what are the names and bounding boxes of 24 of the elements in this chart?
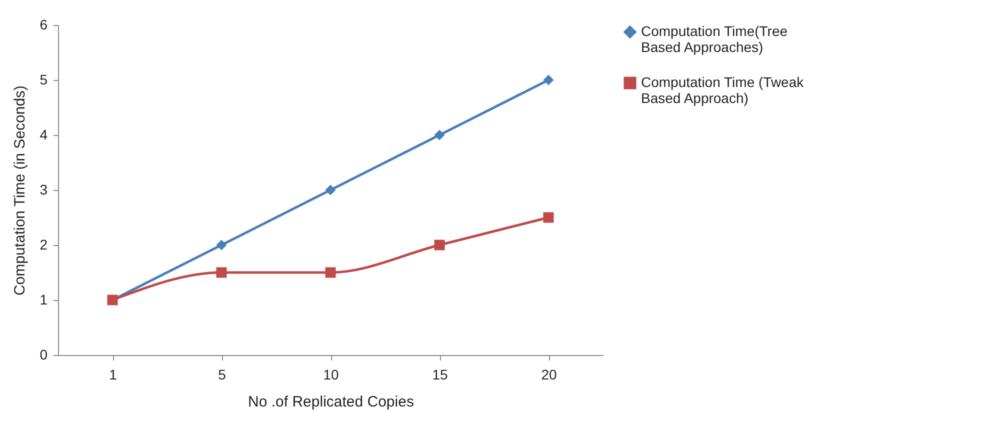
x-tick-label: 10	[323, 366, 339, 382]
point	[216, 240, 227, 250]
legend-label: Computation Time (Tweak Based Approach)	[641, 74, 805, 106]
y-tick-label: 4	[40, 126, 48, 142]
point	[543, 74, 554, 86]
point	[325, 184, 336, 196]
y-tick-label: 2	[40, 236, 48, 252]
y-tick-label: 3	[40, 182, 48, 198]
point	[325, 267, 336, 278]
point	[434, 240, 445, 250]
x-tick-label: 5	[218, 366, 226, 382]
point	[216, 267, 227, 278]
x-tick-label: 15	[432, 366, 448, 382]
y-tick-label: 1	[40, 292, 48, 308]
point	[434, 130, 445, 140]
y-tick-label: 5	[40, 72, 48, 88]
legend-label: Computation Time(Tree Based Approaches)	[641, 23, 788, 55]
y-tick-label: 6	[40, 16, 48, 32]
x-tick-label: 20	[541, 366, 557, 382]
x-axis-title: No .of Replicated Copies	[248, 394, 414, 410]
y-axis-title: Computation Time (in Seconds)	[12, 85, 29, 296]
y-tick-label: 0	[40, 346, 48, 362]
point	[543, 212, 554, 223]
x-tick-label: 1	[109, 366, 118, 382]
